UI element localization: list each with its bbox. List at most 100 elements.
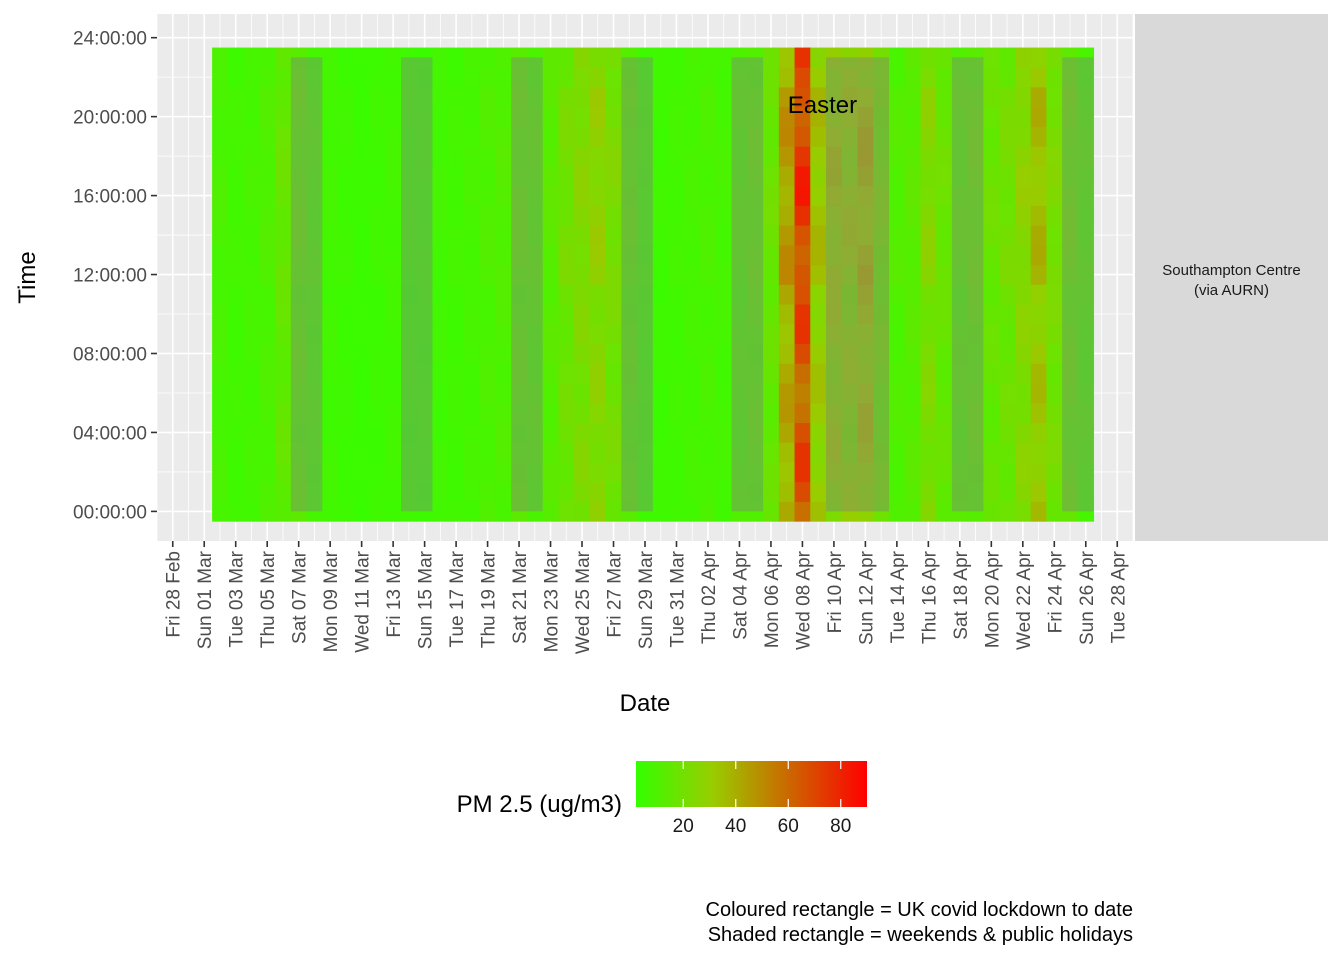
heat-cell	[857, 146, 874, 167]
heat-cell	[275, 244, 292, 266]
heat-cell	[951, 87, 969, 108]
heat-cell	[715, 343, 732, 364]
heat-cell	[369, 422, 386, 443]
heat-cell	[495, 442, 512, 463]
heat-cell	[1046, 481, 1063, 502]
heat-cell	[1014, 284, 1032, 305]
heat-cell	[967, 47, 984, 68]
heat-cell	[479, 126, 496, 147]
heat-cell	[668, 304, 685, 325]
heat-cell	[511, 185, 528, 206]
heat-cell	[967, 106, 984, 127]
heat-cell	[700, 244, 717, 266]
heat-cell	[652, 165, 670, 187]
heat-cell	[826, 165, 843, 187]
heat-cell	[353, 87, 370, 108]
heat-cell	[495, 185, 512, 206]
heat-cell	[448, 47, 465, 68]
heat-cell	[526, 402, 544, 423]
x-tick-label: Wed 22 Apr	[1014, 550, 1035, 650]
heat-cell	[951, 383, 969, 404]
heat-cell	[920, 205, 937, 226]
heat-cell	[511, 67, 528, 88]
heat-cell	[889, 225, 906, 246]
heat-cell	[243, 225, 260, 246]
heat-cell	[873, 343, 890, 364]
heat-cell	[763, 284, 780, 305]
heat-cell	[794, 165, 811, 187]
heat-cell	[652, 323, 670, 345]
heat-cell	[637, 501, 654, 522]
heat-cell	[275, 146, 292, 167]
heat-cell	[290, 462, 307, 483]
heat-cell	[275, 264, 292, 285]
heat-cell	[700, 304, 717, 325]
heat-cell	[463, 284, 481, 305]
heat-cell	[1030, 383, 1047, 404]
heat-cell	[763, 481, 780, 502]
heat-cell	[275, 481, 292, 502]
heat-cell	[684, 264, 701, 285]
heat-cell	[401, 225, 418, 246]
heat-cell	[227, 244, 244, 266]
heat-cell	[904, 304, 921, 325]
heat-cell	[857, 264, 874, 285]
heat-cell	[936, 165, 953, 187]
heat-cell	[684, 67, 701, 88]
heat-cell	[212, 462, 229, 483]
heat-cell	[322, 165, 339, 187]
heat-cell	[542, 304, 559, 325]
heat-cell	[243, 383, 260, 404]
heat-cell	[857, 205, 874, 226]
heat-cell	[841, 402, 858, 423]
heat-cell	[275, 87, 292, 108]
heat-cell	[1077, 146, 1095, 167]
heat-cell	[983, 363, 1000, 384]
heat-cell	[212, 343, 229, 364]
heat-cell	[275, 284, 292, 305]
x-tick-label: Tue 17 Mar	[447, 550, 468, 647]
heat-cell	[841, 442, 858, 463]
legend-tick-label: 20	[673, 816, 694, 837]
heat-cell	[763, 225, 780, 246]
heat-cell	[526, 462, 544, 483]
heat-cell	[605, 442, 622, 463]
heat-cell	[873, 146, 890, 167]
heat-cell	[574, 462, 591, 483]
heat-cell	[999, 363, 1016, 384]
heat-cell	[574, 343, 591, 364]
heat-cell	[715, 323, 732, 345]
heat-cell	[841, 383, 858, 404]
heat-cell	[353, 363, 370, 384]
heat-cell	[416, 402, 433, 423]
heat-cell	[778, 284, 795, 305]
heat-cell	[306, 481, 323, 502]
heat-cell	[432, 146, 449, 167]
heat-cell	[983, 422, 1000, 443]
heat-cell	[212, 422, 229, 443]
heat-cell	[778, 106, 795, 127]
heat-cell	[605, 284, 622, 305]
heat-cell	[873, 126, 890, 147]
heat-cell	[778, 146, 795, 167]
heat-cell	[857, 47, 874, 68]
heat-cell	[416, 481, 433, 502]
heat-cell	[432, 205, 449, 226]
heat-cell	[605, 225, 622, 246]
heat-cell	[511, 343, 528, 364]
heat-cell	[574, 205, 591, 226]
heat-cell	[652, 481, 670, 502]
heat-cell	[936, 284, 953, 305]
heat-cell	[479, 264, 496, 285]
heat-cell	[385, 146, 402, 167]
heat-cell	[511, 501, 528, 522]
heat-cell	[589, 106, 607, 127]
heat-cell	[385, 126, 402, 147]
heat-cell	[574, 47, 591, 68]
heat-cell	[589, 67, 607, 88]
heat-cell	[904, 244, 921, 266]
heat-cell	[936, 126, 953, 147]
heat-cell	[652, 47, 670, 68]
heat-cell	[495, 126, 512, 147]
heat-cell	[353, 47, 370, 68]
